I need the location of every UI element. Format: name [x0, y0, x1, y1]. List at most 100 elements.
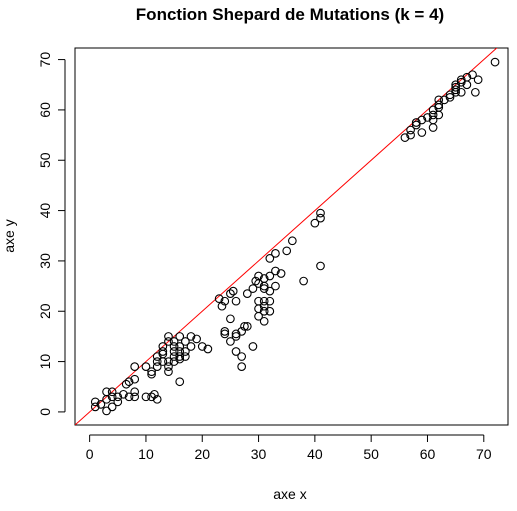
data-point: [175, 342, 185, 351]
data-point: [440, 95, 449, 105]
data-point: [124, 377, 134, 387]
data-point: [107, 392, 117, 402]
data-point: [434, 100, 444, 110]
data-point: [254, 271, 263, 281]
data-point: [271, 281, 280, 291]
data-point: [248, 284, 258, 293]
data-point: [271, 266, 280, 276]
data-point: [259, 274, 269, 283]
x-tick-label: 30: [251, 446, 267, 462]
data-point: [220, 329, 230, 339]
data-point: [456, 77, 466, 87]
data-point: [175, 377, 185, 387]
plot-area: [74, 47, 509, 426]
data-point: [181, 347, 190, 356]
data-point: [226, 337, 235, 346]
data-point: [411, 118, 421, 127]
data-point: [468, 70, 477, 80]
data-point: [130, 374, 140, 384]
data-point: [451, 80, 460, 90]
data-point: [316, 261, 325, 271]
data-point: [259, 316, 269, 326]
data-point: [240, 321, 249, 331]
data-point: [451, 85, 460, 95]
y-tick-label: 70: [37, 52, 53, 68]
data-point: [214, 294, 224, 304]
data-point: [164, 357, 173, 366]
data-point: [130, 362, 140, 371]
data-point: [158, 342, 168, 351]
data-point: [90, 397, 100, 407]
data-point: [400, 133, 410, 142]
data-point: [181, 352, 190, 361]
data-point: [169, 342, 179, 351]
x-tick-label: 70: [476, 446, 492, 462]
data-point: [299, 276, 308, 286]
data-point: [203, 344, 213, 354]
data-point: [169, 352, 179, 361]
y-tick-label: 30: [37, 253, 53, 269]
x-tick-label: 10: [138, 446, 154, 462]
data-point: [316, 208, 325, 218]
data-point: [186, 332, 196, 341]
data-point: [242, 321, 252, 331]
x-tick-label: 0: [86, 446, 94, 462]
data-point: [147, 369, 156, 379]
data-point: [124, 392, 134, 402]
data-point: [231, 296, 241, 306]
data-point: [113, 392, 123, 402]
y-tick-label: 10: [37, 354, 53, 370]
data-point: [237, 352, 247, 361]
data-point: [141, 362, 151, 371]
data-point: [226, 314, 235, 324]
data-point: [417, 128, 427, 137]
data-point: [158, 347, 168, 356]
y-tick-label: 50: [37, 152, 53, 168]
data-point: [175, 352, 185, 361]
x-tick-label: 20: [194, 446, 210, 462]
data-point: [147, 392, 156, 402]
x-axis-label: axe x: [273, 486, 306, 502]
y-axis: 0 10 20 30 40 50 60 70: [37, 52, 66, 416]
data-point: [150, 389, 159, 399]
data-point: [451, 82, 460, 92]
data-point: [242, 289, 252, 298]
data-point: [428, 123, 438, 132]
data-point: [287, 236, 297, 246]
data-point: [226, 289, 235, 298]
data-point: [473, 75, 483, 85]
data-point: [411, 120, 421, 130]
data-point: [434, 110, 444, 120]
data-point: [121, 379, 131, 389]
y-axis-label: axe y: [1, 219, 17, 252]
data-point: [152, 394, 162, 404]
data-point: [217, 301, 227, 311]
data-point: [164, 367, 173, 376]
data-point: [164, 362, 173, 371]
x-tick-label: 60: [420, 446, 436, 462]
points-layer: [90, 57, 500, 416]
data-point: [164, 337, 173, 346]
y-tick-label: 40: [37, 203, 53, 219]
data-point: [197, 342, 207, 351]
data-point: [228, 286, 238, 296]
data-point: [231, 332, 241, 341]
data-point: [456, 75, 466, 85]
data-point: [428, 110, 438, 120]
data-point: [96, 400, 106, 409]
data-point: [231, 329, 241, 339]
data-point: [107, 387, 117, 397]
data-point: [107, 402, 117, 412]
data-point: [220, 296, 230, 306]
data-point: [434, 95, 444, 105]
data-point: [406, 125, 415, 135]
data-point: [423, 113, 432, 122]
data-point: [119, 389, 128, 399]
data-point: [316, 213, 325, 223]
data-point: [169, 357, 179, 366]
data-point: [428, 105, 438, 115]
data-point: [310, 218, 320, 228]
data-point: [445, 92, 455, 102]
data-point: [462, 80, 472, 90]
data-point: [152, 352, 162, 361]
